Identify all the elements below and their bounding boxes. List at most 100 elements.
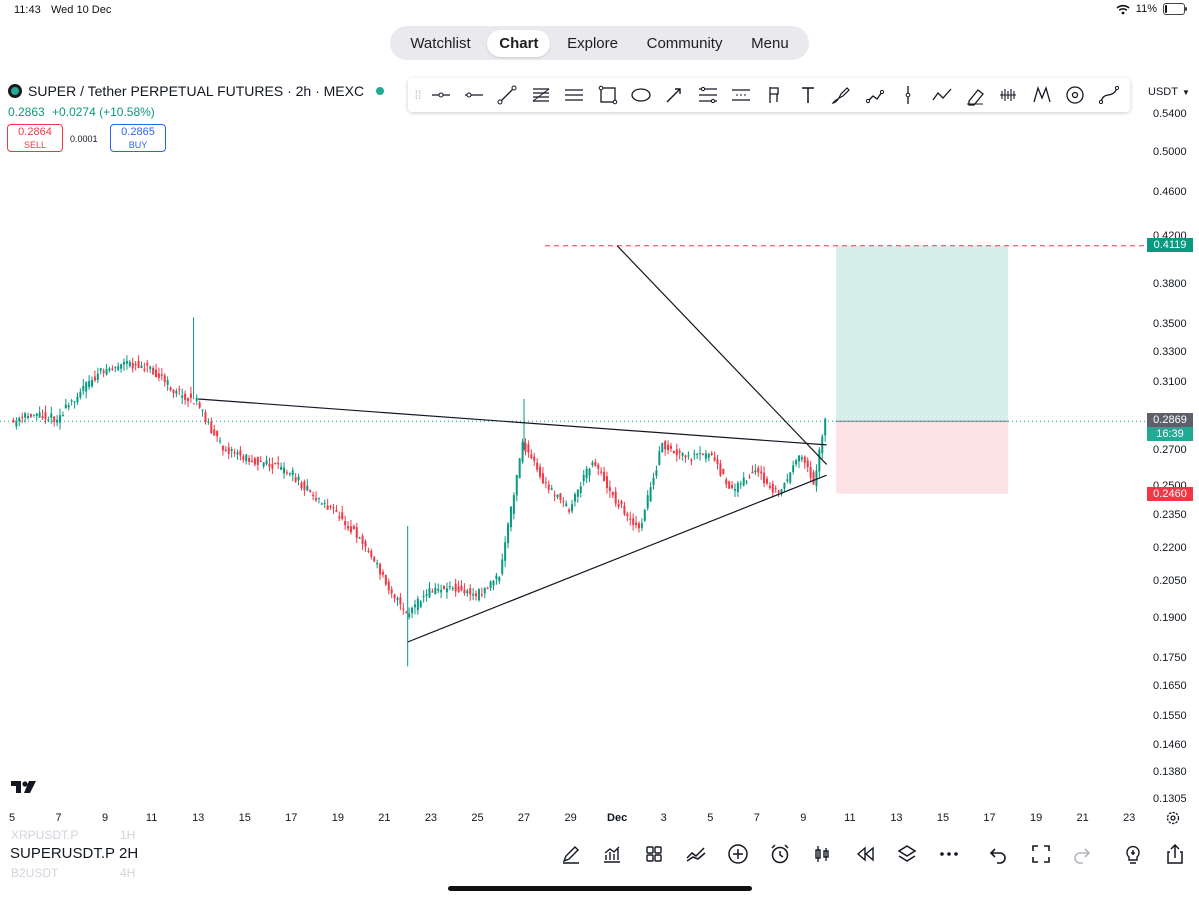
brush-icon[interactable] — [825, 80, 858, 110]
y-tick-label: 0.2350 — [1153, 509, 1187, 521]
candle-body — [669, 445, 672, 449]
candle-body — [370, 550, 373, 557]
y-tick-label: 0.2050 — [1153, 575, 1187, 587]
candle-body — [315, 498, 318, 501]
horizontal-line-icon[interactable] — [457, 80, 490, 110]
symbol-header[interactable]: SUPER / Tether PERPETUAL FUTURES · 2h · … — [8, 83, 385, 99]
pen-icon[interactable] — [559, 842, 583, 866]
candle-body — [224, 449, 227, 451]
candle-body — [425, 593, 428, 596]
candle-body — [413, 604, 416, 608]
interval-selector[interactable]: 2H — [119, 845, 139, 862]
tab-explore[interactable]: Explore — [567, 34, 618, 52]
layers-icon[interactable] — [895, 842, 919, 866]
next-interval[interactable]: 4H — [120, 866, 136, 880]
candle-body — [143, 368, 146, 371]
candle-body — [411, 607, 414, 614]
candle-body — [649, 487, 652, 502]
candle-body — [658, 451, 661, 465]
candle-body — [294, 477, 297, 482]
candle-body — [157, 373, 160, 378]
alarm-icon[interactable] — [768, 842, 792, 866]
currency-select[interactable]: USDT ▼ — [1148, 82, 1194, 102]
curve-icon[interactable] — [1092, 80, 1125, 110]
fib-retracement-icon[interactable] — [524, 80, 557, 110]
pattern-icon[interactable] — [1025, 80, 1058, 110]
compare-icon[interactable] — [684, 842, 708, 866]
prev-interval[interactable]: 1H — [120, 828, 136, 842]
candle-body — [187, 398, 190, 401]
add-circle-icon[interactable] — [726, 842, 750, 866]
tab-chart[interactable]: Chart — [487, 29, 551, 57]
buy-button[interactable]: 0.2865 BUY — [110, 124, 166, 152]
tradingview-logo-icon[interactable] — [10, 780, 38, 798]
fullscreen-icon[interactable] — [1029, 842, 1053, 866]
price-range-icon[interactable] — [691, 80, 724, 110]
candle-body — [419, 601, 422, 607]
ellipse-icon[interactable] — [624, 80, 657, 110]
more-icon[interactable] — [937, 842, 961, 866]
candle-body — [620, 501, 623, 505]
rectangle-icon[interactable] — [591, 80, 624, 110]
candle-body — [722, 468, 725, 475]
prev-symbol[interactable]: XRPUSDT.P — [11, 828, 79, 842]
long-position-icon[interactable] — [758, 80, 791, 110]
vertical-text-icon[interactable] — [791, 80, 824, 110]
candle-body — [664, 441, 667, 450]
measure-icon[interactable] — [992, 80, 1025, 110]
candle-body — [21, 416, 24, 418]
candle-body — [303, 481, 306, 491]
parallel-channel-icon[interactable] — [558, 80, 591, 110]
polyline-icon[interactable] — [925, 80, 958, 110]
candle-body — [317, 497, 320, 499]
tab-community[interactable]: Community — [646, 34, 723, 52]
tab-watchlist[interactable]: Watchlist — [410, 34, 471, 52]
crosshair-line-icon[interactable] — [424, 80, 457, 110]
candle-body — [675, 449, 678, 456]
indicators-icon[interactable] — [600, 842, 624, 866]
replay-icon[interactable] — [853, 842, 877, 866]
candle-body — [35, 413, 38, 417]
date-range-icon[interactable] — [725, 80, 758, 110]
lower-trend-line — [407, 474, 827, 643]
arrow-icon[interactable] — [658, 80, 691, 110]
candle-body — [684, 455, 687, 458]
candle-body — [547, 484, 550, 490]
candle-body — [789, 472, 792, 483]
candle-body — [15, 420, 18, 427]
candle-body — [582, 475, 585, 481]
candle-body — [73, 401, 76, 403]
layout-grid-icon[interactable] — [642, 842, 666, 866]
sell-button[interactable]: 0.2864 SELL — [7, 124, 63, 152]
settings-gear-icon[interactable] — [1165, 810, 1181, 826]
candle-body — [408, 613, 411, 617]
candle-body — [405, 612, 408, 614]
undo-icon[interactable] — [986, 842, 1010, 866]
path-icon[interactable] — [858, 80, 891, 110]
candle-body — [149, 366, 152, 369]
eraser-icon[interactable] — [958, 80, 991, 110]
candle-body — [393, 594, 396, 599]
redo-icon[interactable] — [1070, 842, 1094, 866]
trend-line-icon[interactable] — [491, 80, 524, 110]
share-icon[interactable] — [1163, 842, 1187, 866]
candle-body — [12, 420, 15, 423]
circle-target-icon[interactable] — [1058, 80, 1091, 110]
vertical-line-icon[interactable] — [891, 80, 924, 110]
symbol-title[interactable]: SUPER / Tether PERPETUAL FUTURES · 2h · … — [28, 83, 365, 99]
y-tick-label: 0.3100 — [1153, 376, 1187, 388]
candle-body — [384, 575, 387, 585]
candle-body — [172, 389, 175, 393]
candle-body — [111, 368, 114, 370]
x-tick-label: 19 — [1029, 812, 1043, 824]
symbol-selector[interactable]: SUPERUSDT.P — [10, 845, 116, 862]
drag-handle-icon[interactable]: ⁞⁞ — [414, 88, 422, 102]
candle-body — [364, 541, 367, 547]
tab-menu[interactable]: Menu — [751, 34, 789, 52]
next-symbol[interactable]: B2USDT — [11, 866, 59, 880]
idea-bulb-icon[interactable] — [1121, 842, 1145, 866]
y-tick-label: 0.3300 — [1153, 346, 1187, 358]
candle-body — [274, 462, 277, 465]
chart-type-icon[interactable] — [810, 842, 834, 866]
